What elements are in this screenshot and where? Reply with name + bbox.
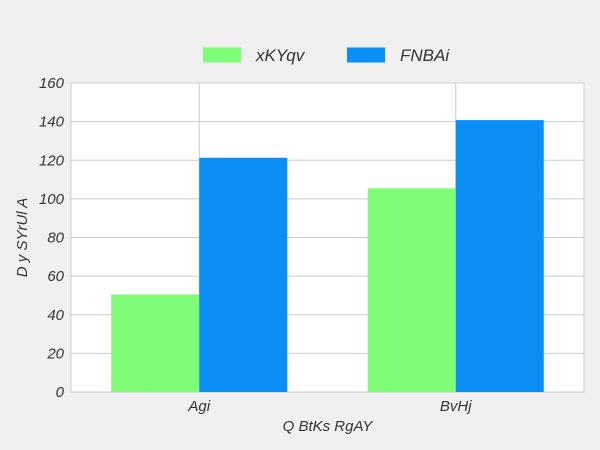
- x-axis: Agi BvHj: [187, 398, 472, 415]
- y-axis: 0 20 40 60 80 100 120 140 160: [39, 75, 65, 401]
- legend-label-FNBAi: FNBAi: [400, 46, 450, 65]
- bar-xKYqv-BvHj: [367, 188, 456, 392]
- x-axis-title: Q BtKs RgAY: [283, 418, 374, 435]
- y-tick-label: 40: [47, 307, 64, 324]
- bars: [111, 120, 544, 392]
- y-tick-label: 140: [39, 114, 65, 131]
- x-tick-label: Agi: [187, 398, 210, 415]
- legend-label-xKYqv: xKYqv: [255, 46, 306, 65]
- bar-FNBAi-BvHj: [455, 120, 544, 392]
- y-tick-label: 20: [46, 345, 64, 362]
- legend: xKYqv FNBAi: [203, 46, 450, 65]
- bar-xKYqv-Agi: [111, 294, 200, 392]
- y-tick-label: 120: [39, 152, 65, 169]
- x-tick-label: BvHj: [440, 398, 472, 415]
- legend-swatch-FNBAi: [347, 47, 385, 63]
- y-tick-label: 60: [47, 268, 64, 285]
- y-tick-label: 0: [56, 384, 65, 401]
- y-axis-title: D y SYrUl A: [14, 198, 31, 277]
- y-tick-label: 80: [47, 230, 64, 247]
- y-tick-label: 160: [39, 75, 65, 92]
- legend-swatch-xKYqv: [203, 47, 241, 63]
- bar-FNBAi-Agi: [199, 157, 288, 392]
- y-tick-label: 100: [39, 191, 65, 208]
